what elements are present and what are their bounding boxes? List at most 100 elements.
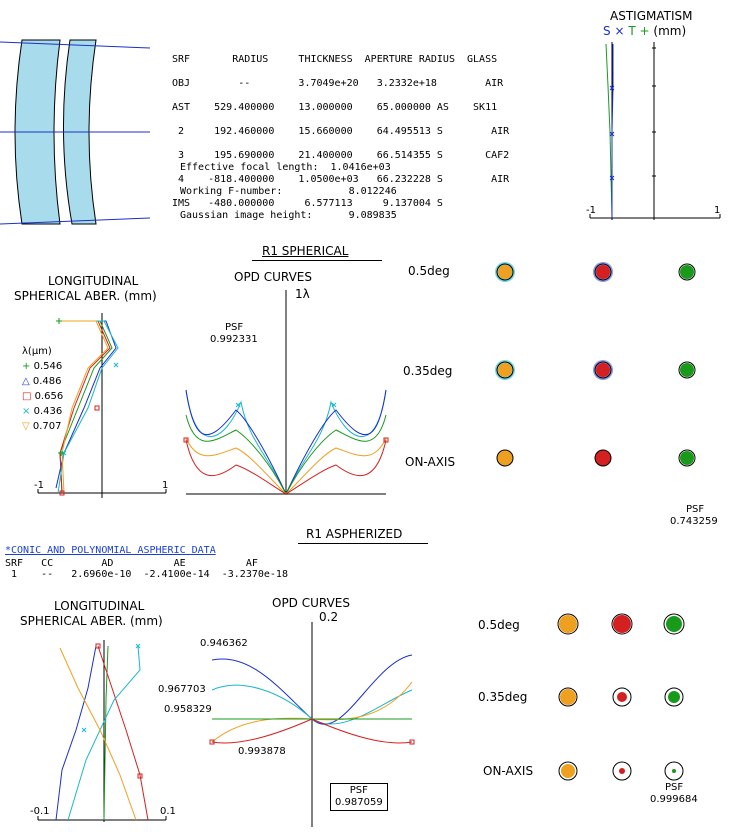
r1-asphere-underline bbox=[298, 543, 428, 544]
long-aber-bottom-xmax: 0.1 bbox=[160, 806, 176, 817]
r1-asphere-title: R1 ASPHERIZED bbox=[306, 527, 403, 541]
lens-drawing bbox=[0, 39, 151, 225]
ray-bottom bbox=[0, 217, 151, 225]
astig-legend-t: T bbox=[628, 24, 636, 38]
spot-bottom-05-c3 bbox=[663, 613, 685, 635]
spot-bottom-axis-c3 bbox=[664, 761, 684, 781]
lens-table-row: IMS -480.000000 6.577113 9.137004 S bbox=[172, 198, 443, 209]
spot-top-label-035deg: 0.35deg bbox=[403, 364, 453, 378]
legend-item-0656: □ 0.656 bbox=[22, 391, 64, 402]
spot-top-05-c1 bbox=[495, 262, 515, 282]
asph-curve-0707 bbox=[59, 647, 137, 821]
spot-top-axis-c2 bbox=[594, 449, 612, 467]
long-aber-top-xmax: 1 bbox=[162, 480, 169, 491]
opd-bottom-psf-label: PSF bbox=[349, 785, 368, 796]
spot-top-035-c1 bbox=[495, 360, 515, 380]
opd-top-title: OPD CURVES bbox=[234, 270, 312, 284]
spot-top-035-c3 bbox=[678, 361, 696, 379]
efl-text: Effective focal length: 1.0416e+03 bbox=[180, 162, 391, 173]
spot-top-05-c3 bbox=[678, 263, 696, 281]
opd-bottom-psf-value: 0.987059 bbox=[335, 797, 383, 808]
spot-top-psf-value: 0.743259 bbox=[670, 516, 718, 527]
aspheric-table-header: SRF CC AD AE AF bbox=[5, 558, 258, 569]
opd-label-2: 0.967703 bbox=[158, 684, 206, 695]
aspheric-table-row: 1 -- 2.6960e-10 -2.4100e-14 -3.2370e-18 bbox=[5, 569, 288, 580]
spot-bottom-label-05deg: 0.5deg bbox=[478, 618, 520, 632]
wavelength-legend: λ(μm) + 0.546 △ 0.486 □ 0.656 × 0.436 ▽ … bbox=[22, 344, 63, 434]
astig-legend-s: S bbox=[603, 24, 611, 38]
spot-top-05-c2 bbox=[593, 262, 613, 282]
legend-item-0707: ▽ 0.707 bbox=[22, 421, 62, 432]
asph-curve-0656 bbox=[97, 645, 149, 821]
opd-bottom-curve-0656 bbox=[211, 718, 413, 744]
astig-xmin: -1 bbox=[586, 205, 596, 216]
spot-top-label-onaxis: ON-AXIS bbox=[405, 455, 456, 469]
lens-table-row: 4 -818.400000 1.0500e+03 66.232228 S AIR bbox=[172, 174, 510, 185]
long-aber-plot-top bbox=[37, 313, 167, 498]
asph-curve-0546 bbox=[103, 645, 109, 821]
asph-curve-0436 bbox=[67, 645, 141, 821]
spot-top-axis-c1 bbox=[496, 449, 514, 467]
fno-text: Working F-number: 8.012246 bbox=[180, 186, 397, 197]
spot-bottom-axis-c1 bbox=[558, 761, 578, 781]
opd-top-psf-value: 0.992331 bbox=[210, 334, 258, 345]
lens-specs: Effective focal length: 1.0416e+03 Worki… bbox=[180, 150, 397, 234]
long-aber-bottom-title-2: SPHERICAL ABER. (mm) bbox=[20, 614, 163, 628]
square-marker-icon: □ bbox=[22, 391, 32, 402]
legend-item-0436: × 0.436 bbox=[22, 406, 63, 417]
astig-sagittal-curve bbox=[611, 44, 614, 218]
curve-0546 bbox=[59, 320, 113, 494]
opd-bottom-psf-box: PSF 0.987059 bbox=[330, 783, 388, 811]
lens-table: SRF RADIUS THICKNESS APERTURE RADIUS GLA… bbox=[172, 42, 509, 222]
spot-grid-bottom bbox=[557, 613, 685, 781]
opd-bottom-title: OPD CURVES bbox=[272, 596, 350, 610]
cross-marker-icon: × bbox=[22, 406, 31, 417]
spot-top-label-05deg: 0.5deg bbox=[408, 264, 450, 278]
spot-bottom-psf-value: 0.999684 bbox=[650, 794, 698, 805]
lens-table-header: SRF RADIUS THICKNESS APERTURE RADIUS GLA… bbox=[172, 54, 498, 65]
long-aber-bottom-title-1: LONGITUDINAL bbox=[54, 599, 145, 613]
spot-bottom-axis-c2 bbox=[612, 761, 632, 781]
long-aber-bottom-xmin: -0.1 bbox=[30, 806, 50, 817]
spot-bottom-035-c1 bbox=[558, 687, 578, 707]
astig-legend-unit: (mm) bbox=[653, 24, 687, 38]
astig-title: ASTIGMATISM bbox=[610, 9, 693, 23]
spot-bottom-label-onaxis: ON-AXIS bbox=[483, 764, 534, 778]
r1-spherical-underline bbox=[252, 260, 382, 261]
astig-xmax: 1 bbox=[714, 205, 721, 216]
long-aber-title-2: SPHERICAL ABER. (mm) bbox=[14, 289, 157, 303]
opd-top-scale: 1λ bbox=[295, 287, 310, 301]
spot-top-axis-c3 bbox=[678, 449, 696, 467]
spot-top-psf-label: PSF bbox=[686, 504, 705, 515]
astig-markers bbox=[609, 85, 615, 181]
ray-top bbox=[0, 41, 151, 49]
opd-label-1: 0.946362 bbox=[200, 638, 248, 649]
lens-table-row: 3 195.690000 21.400000 66.514355 S CAF2 bbox=[172, 150, 510, 161]
r1-spherical-title: R1 SPHERICAL bbox=[262, 244, 349, 258]
lens-table-row: AST 529.400000 13.000000 65.000000 AS SK… bbox=[172, 102, 498, 113]
opd-label-4: 0.993878 bbox=[238, 746, 286, 757]
plus-marker-icon: + bbox=[22, 361, 31, 372]
inverted-triangle-marker-icon: ▽ bbox=[22, 421, 30, 432]
spot-bottom-035-c3 bbox=[664, 687, 684, 707]
lens-table-row: OBJ -- 3.7049e+20 3.2332e+18 AIR bbox=[172, 78, 504, 89]
astig-legend: S × T + (mm) bbox=[603, 24, 686, 38]
spot-grid-top bbox=[495, 262, 696, 467]
opd-top-curve-0656 bbox=[185, 439, 387, 495]
opd-bottom-scale: 0.2 bbox=[319, 610, 339, 624]
astig-legend-plus: + bbox=[639, 24, 650, 38]
spot-bottom-label-035deg: 0.35deg bbox=[478, 690, 528, 704]
astig-tangential-curve bbox=[605, 43, 613, 219]
long-aber-top-xmin: -1 bbox=[34, 480, 44, 491]
long-aber-plot-bottom bbox=[37, 640, 167, 822]
wavelength-legend-title: λ(μm) bbox=[22, 346, 52, 357]
opd-top-psf-label: PSF bbox=[225, 322, 244, 333]
spot-bottom-035-c2 bbox=[612, 687, 632, 707]
spot-bottom-05-c1 bbox=[557, 613, 579, 635]
asph-curve-0486 bbox=[55, 645, 97, 821]
aspheric-data-link[interactable]: *CONIC AND POLYNOMIAL ASPHERIC DATA bbox=[5, 545, 216, 556]
image-height-text: Gaussian image height: 9.089835 bbox=[180, 210, 397, 221]
astig-plot bbox=[589, 42, 721, 220]
spot-top-035-c2 bbox=[593, 360, 613, 380]
spot-bottom-psf-label: PSF bbox=[665, 782, 684, 793]
